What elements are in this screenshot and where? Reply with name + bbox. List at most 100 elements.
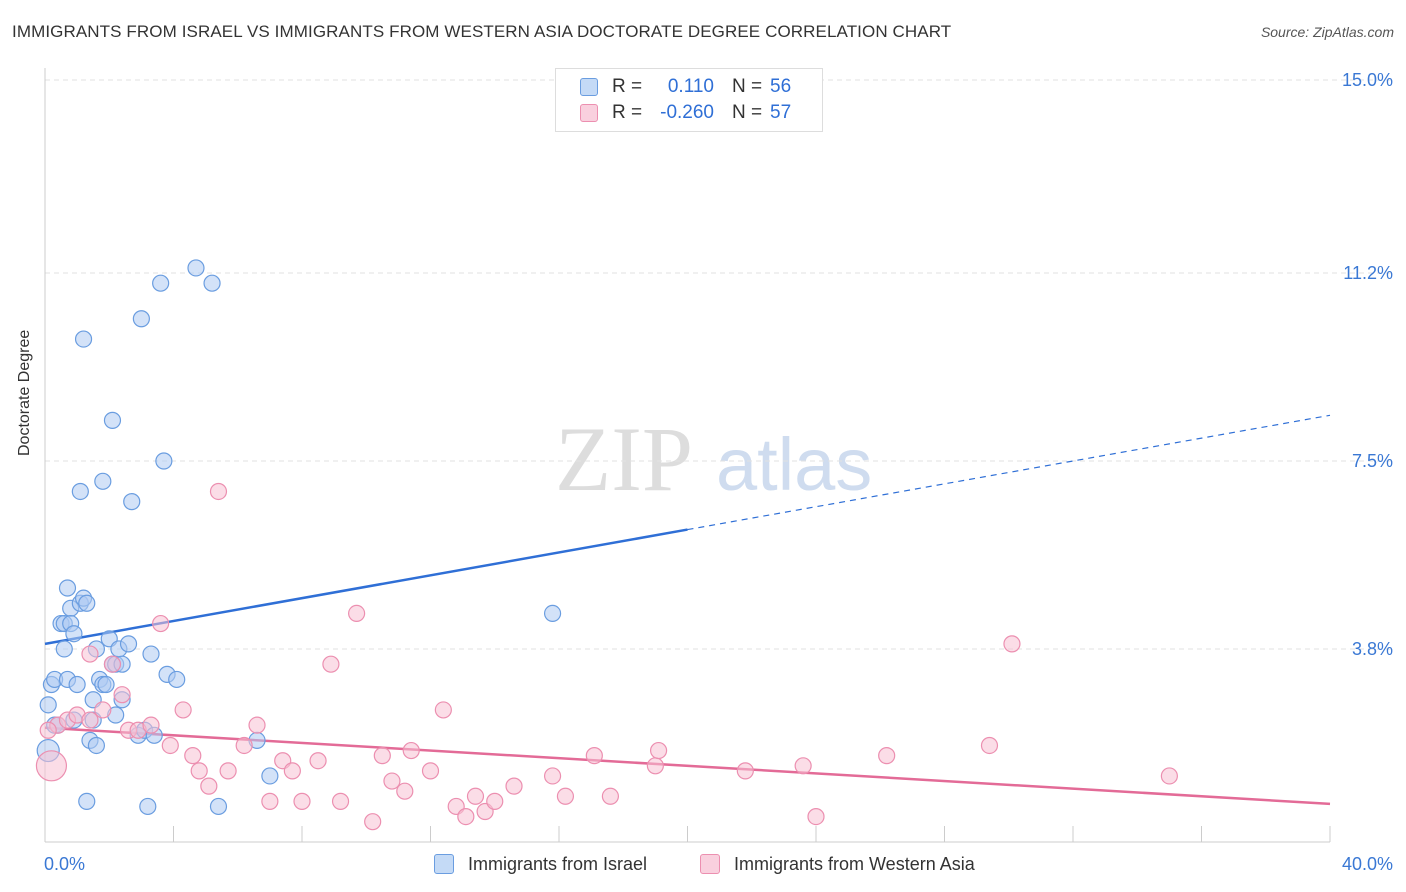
- point-western-asia: [261, 792, 279, 810]
- y-tick-label: 15.0%: [1342, 70, 1393, 90]
- x-tick-label-max: 40.0%: [1342, 854, 1393, 874]
- point-israel: [55, 640, 73, 658]
- series-label-western-asia: Immigrants from Western Asia: [734, 853, 975, 874]
- legend-n-value-israel: 56: [770, 76, 792, 97]
- legend-r-label: R =: [612, 102, 643, 123]
- series-swatch-israel: [434, 854, 454, 874]
- point-western-asia: [348, 604, 366, 623]
- point-israel: [65, 625, 83, 643]
- point-israel: [119, 635, 138, 653]
- point-western-asia: [235, 736, 253, 755]
- axes: [44, 68, 1331, 843]
- legend-swatch-israel: [580, 78, 598, 96]
- watermark-atlas: atlas: [716, 423, 872, 506]
- point-western-asia: [293, 792, 311, 810]
- point-western-asia: [373, 747, 391, 765]
- gridlines: [45, 79, 1395, 650]
- data-points: [35, 259, 1178, 831]
- point-israel: [123, 493, 141, 511]
- legend-n-value-western-asia: 57: [770, 102, 792, 123]
- point-western-asia: [601, 787, 620, 805]
- point-israel: [142, 645, 160, 663]
- point-western-asia: [505, 777, 523, 795]
- series-swatch-western-asia: [700, 854, 720, 874]
- point-israel: [132, 310, 150, 328]
- point-israel: [97, 675, 115, 694]
- point-western-asia: [103, 655, 122, 673]
- y-tick-label: 11.2%: [1343, 263, 1393, 283]
- series-legend-israel: Immigrants from Israel: [434, 852, 647, 876]
- point-israel: [209, 797, 228, 816]
- legend-swatch-western-asia: [580, 104, 598, 122]
- y-tick-label: 3.8%: [1352, 639, 1393, 659]
- point-israel: [203, 274, 221, 292]
- tick-labels: 3.8% 7.5% 11.2% 15.0% 0.0% 40.0%: [44, 70, 1393, 874]
- y-axis-label: Doctorate Degree: [16, 329, 33, 456]
- point-western-asia: [331, 792, 350, 810]
- point-western-asia: [174, 701, 192, 719]
- point-western-asia: [649, 741, 668, 760]
- source-label: Source: ZipAtlas.com: [1260, 24, 1394, 40]
- point-israel: [94, 472, 112, 490]
- point-israel: [543, 604, 562, 623]
- point-western-asia: [184, 747, 202, 765]
- trend-line-israel: [44, 528, 688, 646]
- point-western-asia: [543, 767, 562, 785]
- point-western-asia: [434, 701, 452, 719]
- point-western-asia: [402, 741, 420, 760]
- point-western-asia: [466, 787, 485, 805]
- point-israel: [168, 670, 186, 689]
- point-western-asia: [219, 762, 237, 780]
- point-western-asia: [457, 807, 475, 826]
- point-western-asia: [1160, 767, 1178, 785]
- trend-line-israel-extension: [687, 414, 1331, 531]
- point-western-asia: [421, 762, 440, 780]
- x-tick-label-min: 0.0%: [44, 854, 85, 874]
- point-western-asia: [980, 736, 999, 755]
- watermark: ZIP atlas: [555, 408, 872, 510]
- point-western-asia: [152, 614, 170, 633]
- point-western-asia: [39, 721, 57, 739]
- chart-title: IMMIGRANTS FROM ISRAEL VS IMMIGRANTS FRO…: [12, 22, 952, 41]
- point-israel: [261, 767, 279, 785]
- point-western-asia: [736, 762, 754, 780]
- point-western-asia: [81, 711, 99, 729]
- correlation-legend: R = 0.110 N = 56 R = -0.260 N = 57: [555, 68, 823, 132]
- point-western-asia: [35, 750, 68, 782]
- legend-n-label: N =: [732, 76, 763, 97]
- point-western-asia: [283, 762, 301, 780]
- point-israel: [39, 696, 57, 714]
- point-israel: [71, 482, 89, 501]
- point-western-asia: [396, 782, 414, 800]
- point-western-asia: [81, 645, 99, 663]
- point-israel: [187, 259, 205, 277]
- point-western-asia: [190, 762, 208, 780]
- point-israel: [139, 797, 157, 816]
- y-tick-label: 7.5%: [1352, 451, 1393, 471]
- legend-r-value-western-asia: -0.260: [660, 102, 714, 123]
- point-western-asia: [142, 716, 160, 734]
- legend-n-label: N =: [732, 102, 763, 123]
- point-western-asia: [878, 747, 896, 765]
- point-israel: [74, 330, 93, 348]
- series-label-israel: Immigrants from Israel: [468, 853, 648, 874]
- point-western-asia: [200, 777, 218, 795]
- legend-r-label: R =: [612, 76, 643, 97]
- point-western-asia: [322, 655, 340, 673]
- point-israel: [103, 411, 122, 429]
- point-western-asia: [248, 716, 266, 734]
- point-western-asia: [364, 813, 382, 831]
- trend-line-western-asia: [44, 726, 1331, 806]
- point-western-asia: [556, 787, 575, 805]
- point-western-asia: [1003, 635, 1021, 653]
- point-western-asia: [94, 701, 112, 719]
- point-western-asia: [309, 752, 327, 770]
- point-israel: [58, 579, 77, 597]
- point-israel: [155, 452, 173, 470]
- point-western-asia: [807, 807, 825, 826]
- legend-row-israel: R = 0.110 N = 56: [580, 75, 791, 99]
- legend-r-value-israel: 0.110: [667, 76, 714, 97]
- point-israel: [87, 736, 106, 755]
- point-western-asia: [209, 482, 228, 501]
